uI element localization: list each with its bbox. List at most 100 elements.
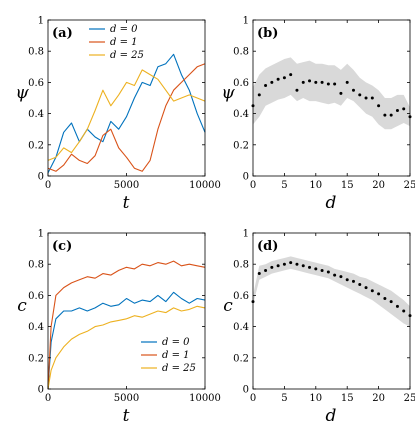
x-tick-label: 15 — [341, 180, 354, 191]
data-point — [345, 80, 349, 84]
y-tick-label: 0 — [38, 385, 44, 396]
panel-c: 0 5000 10000 0 0.2 0.4 0.6 0.8 1 t c (c) d = 0 d = 1 d… — [17, 229, 221, 424]
data-point — [333, 273, 337, 277]
data-point — [395, 304, 399, 308]
series-line-1 — [47, 260, 206, 390]
x-tick-label: 5000 — [114, 393, 139, 404]
data-point — [339, 275, 343, 279]
legend-entry-0: d = 0 — [162, 337, 190, 348]
data-point — [358, 93, 362, 97]
y-axis-label: ψ — [221, 83, 235, 103]
data-point — [276, 77, 280, 81]
y-tick-label: 0.8 — [233, 260, 249, 271]
panel-d: 0 5 10 15 20 25 0 0.2 0.4 0.6 0.8 1 d c (d) — [223, 229, 415, 424]
data-point — [377, 292, 381, 296]
panel-label: (b) — [257, 26, 278, 41]
data-point — [402, 309, 406, 313]
data-point — [389, 300, 393, 304]
legend-entry-2: d = 25 — [162, 363, 196, 374]
y-tick-label: 0.6 — [233, 291, 249, 302]
data-point — [351, 88, 355, 92]
panel-label: (a) — [52, 26, 73, 41]
legend-entry-0: d = 0 — [110, 24, 138, 35]
y-tick-label: 0.8 — [28, 47, 44, 58]
panel-a: 0 5000 10000 0 0.2 0.4 0.6 0.8 1 t ψ (a) d = 0 d = 1 d… — [15, 16, 221, 214]
data-point — [320, 80, 324, 84]
data-point — [270, 80, 274, 84]
data-point — [314, 80, 318, 84]
x-tick-label: 0 — [45, 393, 51, 404]
y-tick-label: 1 — [243, 16, 249, 27]
y-tick-label: 0.6 — [28, 78, 44, 89]
data-point — [351, 279, 355, 283]
data-point — [276, 264, 280, 268]
data-point — [377, 104, 381, 108]
x-tick-label: 25 — [404, 393, 415, 404]
y-tick-label: 0.2 — [28, 140, 44, 151]
data-point — [370, 289, 374, 293]
confidence-band — [253, 256, 410, 327]
data-point — [333, 82, 337, 86]
y-tick-label: 0 — [243, 385, 249, 396]
data-point — [383, 113, 387, 117]
data-point — [345, 278, 349, 282]
x-axis-label: t — [123, 193, 130, 213]
data-point — [257, 272, 261, 276]
y-tick-label: 0 — [38, 172, 44, 183]
y-tick-label: 0.8 — [28, 260, 44, 271]
data-point — [308, 79, 312, 83]
data-point — [289, 261, 293, 265]
data-point — [339, 91, 343, 95]
x-axis-label: d — [326, 193, 337, 213]
data-point — [395, 108, 399, 112]
panel-label: (c) — [52, 239, 72, 254]
data-point — [301, 80, 305, 84]
x-axis-label: t — [123, 406, 130, 424]
data-point — [295, 88, 299, 92]
data-point — [320, 268, 324, 272]
y-axis-label: ψ — [15, 83, 29, 103]
data-point — [289, 73, 293, 77]
series-line-2 — [47, 305, 206, 390]
x-tick-label: 0 — [250, 393, 256, 404]
y-tick-label: 0.2 — [233, 353, 249, 364]
confidence-band — [253, 57, 410, 130]
data-point — [264, 268, 268, 272]
x-tick-label: 20 — [372, 180, 385, 191]
data-point — [389, 113, 393, 117]
x-tick-label: 0 — [250, 180, 256, 191]
x-tick-label: 5000 — [114, 180, 139, 191]
data-point — [264, 84, 268, 88]
panel-b: 0 5 10 15 20 25 0 0.2 0.4 0.6 0.8 1 d ψ (b) — [221, 16, 415, 214]
x-tick-label: 10000 — [189, 180, 221, 191]
series-line-2 — [47, 69, 206, 161]
data-point — [282, 76, 286, 80]
data-point — [370, 96, 374, 100]
data-point — [326, 270, 330, 274]
legend-entry-1: d = 1 — [162, 350, 190, 361]
y-tick-label: 1 — [38, 229, 44, 240]
x-tick-label: 25 — [404, 180, 415, 191]
panel-label: (d) — [257, 239, 278, 254]
data-point — [282, 262, 286, 266]
axes-box — [252, 232, 411, 390]
x-tick-label: 20 — [372, 393, 385, 404]
y-tick-label: 0.2 — [28, 353, 44, 364]
data-point — [270, 265, 274, 269]
data-point — [364, 96, 368, 100]
y-axis-label: c — [223, 296, 233, 316]
data-point — [358, 282, 362, 286]
legend-entry-1: d = 1 — [110, 37, 138, 48]
y-tick-label: 1 — [243, 229, 249, 240]
data-point — [383, 297, 387, 301]
data-point — [295, 262, 299, 266]
y-axis-label: c — [17, 296, 27, 316]
y-tick-label: 0.8 — [233, 47, 249, 58]
y-tick-label: 1 — [38, 16, 44, 27]
data-point — [402, 107, 406, 111]
data-point — [308, 265, 312, 269]
x-tick-label: 10 — [309, 393, 322, 404]
legend-entry-2: d = 25 — [110, 50, 144, 61]
y-tick-label: 0.4 — [233, 322, 249, 333]
